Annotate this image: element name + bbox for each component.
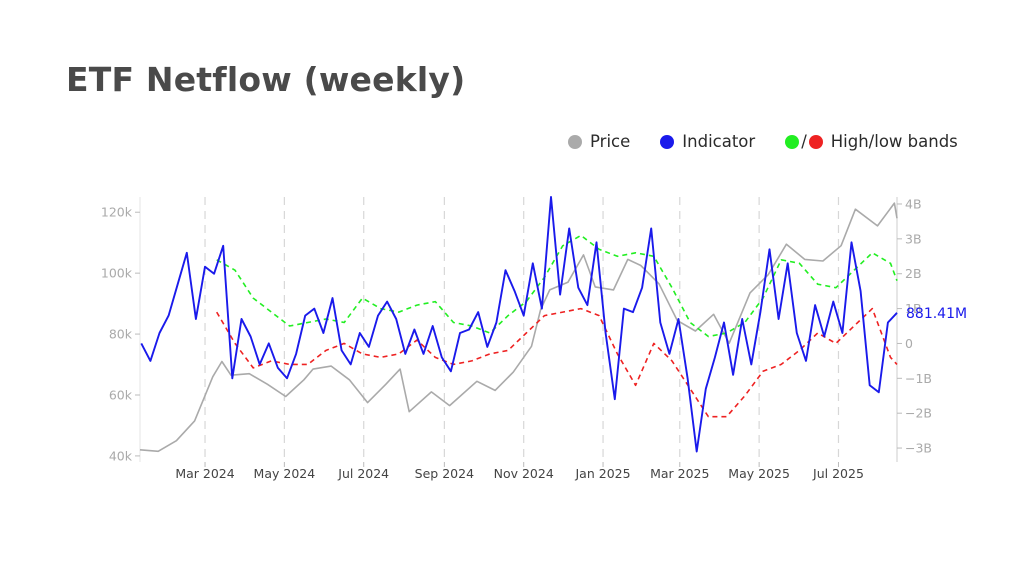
x-axis-ticks: Mar 2024 May 2024 Jul 2024 Sep 2024 Nov 2024… <box>175 462 864 481</box>
right-tick-label: 3B <box>905 231 922 246</box>
legend-label-indicator: Indicator <box>682 132 756 151</box>
right-tick-label: 2B <box>905 266 922 281</box>
left-tick-label: 60k <box>109 387 133 402</box>
right-tick-label: 1B <box>905 301 922 316</box>
low-band-line <box>216 307 898 418</box>
series-layer <box>139 196 898 453</box>
chart-legend: Price Indicator / High/low bands <box>568 132 958 151</box>
x-tick-label: May 2025 <box>728 466 790 481</box>
x-tick-label: Mar 2025 <box>650 466 709 481</box>
x-tick-label: Jul 2025 <box>812 466 864 481</box>
x-tick-label: Nov 2024 <box>494 466 554 481</box>
x-tick-label: Jul 2024 <box>337 466 389 481</box>
low-band-dot-icon <box>808 134 823 149</box>
left-tick-label: 100k <box>101 266 133 281</box>
legend-item-price[interactable]: Price <box>568 132 630 151</box>
left-axis-ticks: 40k 60k 80k 100k 120k <box>101 205 140 463</box>
chart-title: ETF Netflow (weekly) <box>66 60 466 99</box>
right-tick-label: −1B <box>905 371 932 386</box>
right-tick-label: 0 <box>905 336 913 351</box>
legend-label-price: Price <box>590 132 631 151</box>
right-tick-label: −3B <box>905 441 932 456</box>
right-axis-ticks: −3B −2B −1B 0 1B 2B 3B 4B <box>897 196 932 456</box>
left-tick-label: 80k <box>109 327 133 342</box>
right-tick-label: 4B <box>905 196 922 211</box>
high-band-line <box>216 234 898 338</box>
x-tick-label: Mar 2024 <box>175 466 234 481</box>
x-tick-label: Sep 2024 <box>415 466 474 481</box>
legend-slash: / <box>801 132 807 151</box>
legend-label-bands: High/low bands <box>830 132 958 151</box>
left-tick-label: 40k <box>109 448 133 463</box>
high-band-dot-icon <box>785 134 800 149</box>
indicator-series-line <box>140 196 898 453</box>
left-tick-label: 120k <box>101 205 133 220</box>
legend-item-indicator[interactable]: Indicator <box>660 132 755 151</box>
right-tick-label: −2B <box>905 406 932 421</box>
price-series-line <box>139 202 898 453</box>
last-value-label: 881.41M <box>906 306 967 322</box>
indicator-dot-icon <box>660 134 675 149</box>
plot-background <box>140 197 898 462</box>
legend-item-bands[interactable]: / High/low bands <box>785 132 958 151</box>
x-tick-label: May 2024 <box>254 466 316 481</box>
price-dot-icon <box>568 134 582 149</box>
x-tick-label: Jan 2025 <box>575 466 631 481</box>
